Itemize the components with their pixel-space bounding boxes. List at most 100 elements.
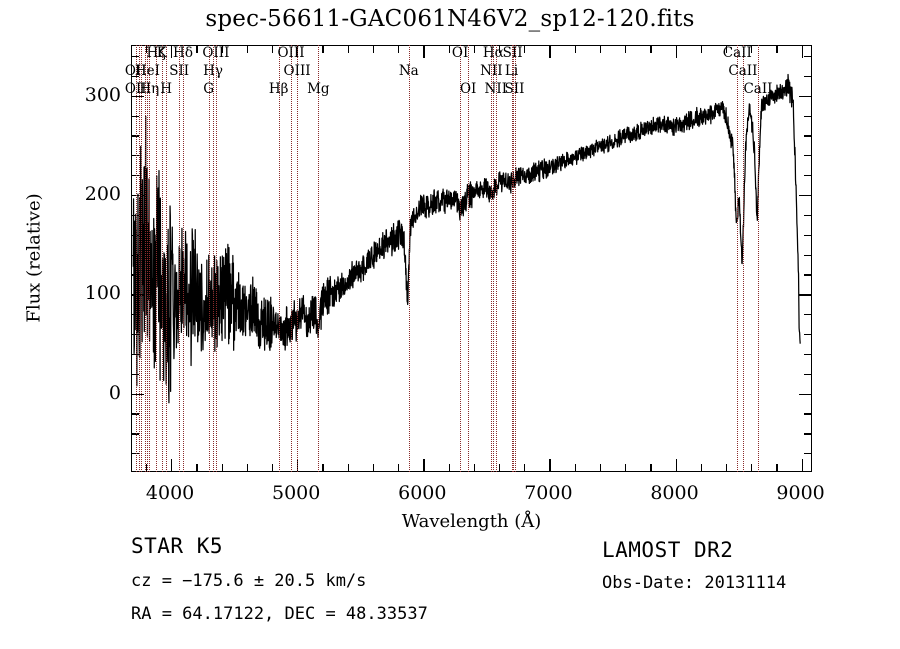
y-tick-right-minor <box>804 55 811 58</box>
spectral-line-label: CaII <box>722 45 752 61</box>
spectral-line-label: Hδ <box>173 45 193 61</box>
y-tick-right-minor <box>804 274 811 276</box>
y-tick-minor <box>132 214 139 217</box>
spectral-line-label: Hη <box>139 81 160 97</box>
y-tick-right-major <box>799 95 811 97</box>
x-tick-major <box>549 459 551 471</box>
spectral-line-label: Na <box>398 63 419 79</box>
x-tick-top-minor <box>322 46 324 53</box>
y-tick-right-minor <box>804 413 811 415</box>
y-tick-right-minor <box>804 254 811 256</box>
y-tick-label: 200 <box>84 183 121 205</box>
y-tick-right-minor <box>804 373 811 375</box>
x-tick-top-major <box>423 46 425 58</box>
x-tick-top-minor <box>145 46 148 53</box>
x-tick-label: 4000 <box>145 482 195 504</box>
x-tick-minor <box>272 464 274 471</box>
spectral-line-label: SII <box>169 63 190 79</box>
spectral-line-label: CaII <box>743 81 773 97</box>
y-tick-minor <box>132 334 139 336</box>
x-tick-minor <box>221 464 223 471</box>
spectral-line-label: NII <box>484 81 508 97</box>
spectral-line-label: OI <box>459 81 477 97</box>
x-tick-major <box>297 459 299 471</box>
spectral-line-label: HeI <box>134 63 160 79</box>
spectral-line-label: Hζ <box>146 45 166 61</box>
x-tick-minor <box>347 464 349 471</box>
x-tick-top-minor <box>221 46 223 53</box>
x-tick-top-major <box>801 46 803 58</box>
spectral-line-label: G <box>203 81 214 97</box>
x-tick-minor <box>448 464 450 471</box>
y-tick-minor <box>132 175 139 177</box>
spectral-line-labels: OII Hη H OII HeI SII Hζ K Hδ Hγ G OIII Hβ OIII OIII Mg N… <box>0 45 900 101</box>
x-tick-top-minor <box>196 46 198 53</box>
x-tick-top-minor <box>776 46 778 53</box>
y-tick-right-minor <box>804 214 811 217</box>
spectral-line-label: OI <box>451 45 469 61</box>
x-axis-title: Wavelength (Å) <box>401 511 542 532</box>
x-tick-top-minor <box>625 46 627 53</box>
x-tick-label: 5000 <box>272 482 321 504</box>
x-tick-minor <box>372 464 375 471</box>
y-tick-minor <box>132 453 139 455</box>
y-tick-label: 300 <box>84 83 121 106</box>
spectral-line-label: OII <box>124 81 147 97</box>
x-tick-minor <box>499 464 501 471</box>
x-tick-minor <box>700 464 703 471</box>
y-tick-major <box>132 95 144 97</box>
x-tick-minor <box>650 464 652 471</box>
spectral-line-label: Li <box>504 63 519 79</box>
x-tick-top-minor <box>726 46 728 53</box>
x-tick-top-minor <box>751 46 753 53</box>
y-tick-right-minor <box>804 314 811 316</box>
x-tick-minor <box>625 464 627 471</box>
x-tick-top-minor <box>246 46 249 53</box>
y-tick-right-minor <box>804 175 811 177</box>
x-tick-minor <box>776 464 778 471</box>
plot-title: spec-56611-GAC061N46V2_sp12-120.fits <box>205 6 695 32</box>
y-tick-minor <box>132 234 139 236</box>
spectral-line-label: K <box>156 45 167 61</box>
survey-text: LAMOST DR2 <box>602 538 734 562</box>
x-tick-label: 8000 <box>650 482 699 504</box>
y-tick-minor <box>132 373 139 375</box>
y-tick-right-major <box>799 393 811 395</box>
x-tick-minor <box>196 464 198 471</box>
y-tick-minor <box>132 135 139 137</box>
spectral-line-label: SII <box>504 81 525 97</box>
y-tick-minor <box>132 413 139 415</box>
spectrum-trace <box>132 46 811 471</box>
y-tick-right-minor <box>804 135 811 137</box>
y-tick-right-minor <box>804 433 811 435</box>
x-tick-minor <box>322 464 324 471</box>
x-tick-label: 6000 <box>398 482 447 504</box>
x-tick-minor <box>726 464 728 471</box>
spectral-line-label: CaII <box>728 63 758 79</box>
x-tick-top-minor <box>700 46 703 53</box>
x-tick-top-minor <box>524 46 526 53</box>
spectral-line-label: OIII <box>202 45 230 61</box>
y-tick-minor <box>132 75 139 78</box>
y-tick-right-minor <box>804 334 811 336</box>
y-tick-major <box>132 294 144 296</box>
spectral-line-label: OIII <box>283 63 311 79</box>
object-class-text: STAR K5 <box>131 534 224 558</box>
x-tick-top-minor <box>599 46 602 53</box>
y-tick-right-major <box>799 294 811 296</box>
x-tick-top-minor <box>398 46 400 53</box>
x-tick-top-minor <box>650 46 652 53</box>
x-tick-minor <box>574 464 576 471</box>
y-tick-right-minor <box>804 234 811 236</box>
x-tick-major <box>675 459 677 471</box>
spectral-line-label: OII <box>124 63 147 79</box>
coordinates-text: RA = 64.17122, DEC = 48.33537 <box>131 604 428 624</box>
x-tick-top-major <box>675 46 677 58</box>
spectral-line-label: H <box>160 81 172 97</box>
x-tick-top-major <box>171 46 173 58</box>
x-tick-minor <box>599 464 602 471</box>
x-tick-minor <box>145 464 148 471</box>
y-tick-minor <box>132 274 139 276</box>
y-tick-right-minor <box>804 353 811 356</box>
x-tick-major <box>801 459 803 471</box>
